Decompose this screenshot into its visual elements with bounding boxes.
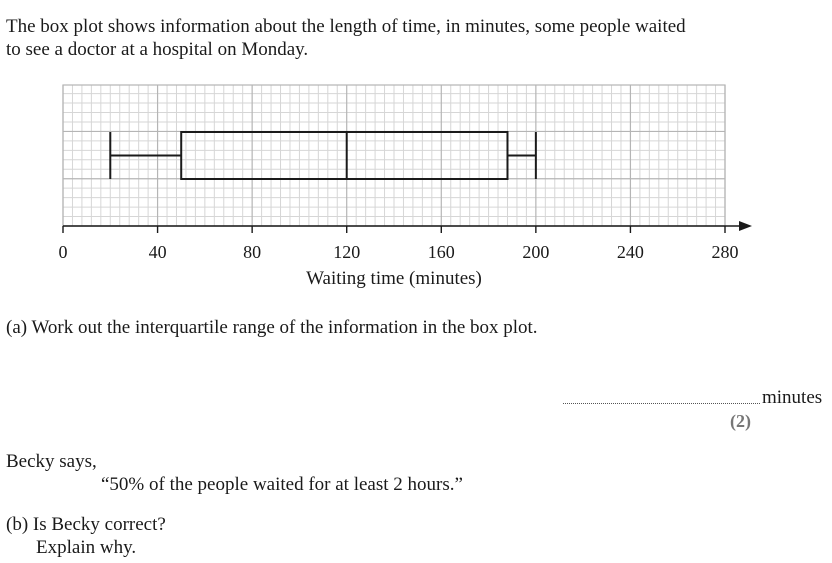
box-plot-chart: 0 40 80 120 160 200 240 280 Waiting time (minut… bbox=[59, 84, 752, 289]
x-tick-label: 240 bbox=[617, 242, 644, 262]
answer-unit: minutes bbox=[762, 387, 823, 408]
interquartile-box bbox=[180, 131, 509, 180]
question-intro-line-1: The box plot shows information about the… bbox=[6, 16, 686, 37]
x-axis bbox=[63, 221, 752, 231]
part-a-question: (a) Work out the interquartile range of … bbox=[6, 317, 538, 338]
answer-line[interactable] bbox=[563, 403, 760, 404]
x-tick-label: 160 bbox=[428, 242, 455, 262]
question-intro-line-2: to see a doctor at a hospital on Monday. bbox=[6, 39, 309, 60]
x-axis-arrow bbox=[739, 221, 752, 231]
x-tick-label: 120 bbox=[333, 242, 360, 262]
box-plot bbox=[109, 131, 537, 180]
marks-label: (2) bbox=[730, 411, 751, 431]
x-axis-title: Waiting time (minutes) bbox=[306, 268, 482, 289]
part-b-question: (b) Is Becky correct? bbox=[6, 514, 166, 535]
becky-quote: “50% of the people waited for at least 2… bbox=[101, 474, 463, 495]
becky-says: Becky says, bbox=[6, 451, 97, 472]
x-tick-label: 40 bbox=[149, 242, 167, 262]
x-tick-label: 80 bbox=[243, 242, 261, 262]
x-tick-label: 0 bbox=[59, 242, 68, 262]
part-b-instruction: Explain why. bbox=[36, 537, 137, 558]
x-tick-label: 200 bbox=[522, 242, 549, 262]
grid-minor-lines bbox=[63, 85, 725, 226]
x-axis-ticks: 0 40 80 120 160 200 240 280 bbox=[59, 226, 739, 262]
x-tick-label: 280 bbox=[712, 242, 739, 262]
